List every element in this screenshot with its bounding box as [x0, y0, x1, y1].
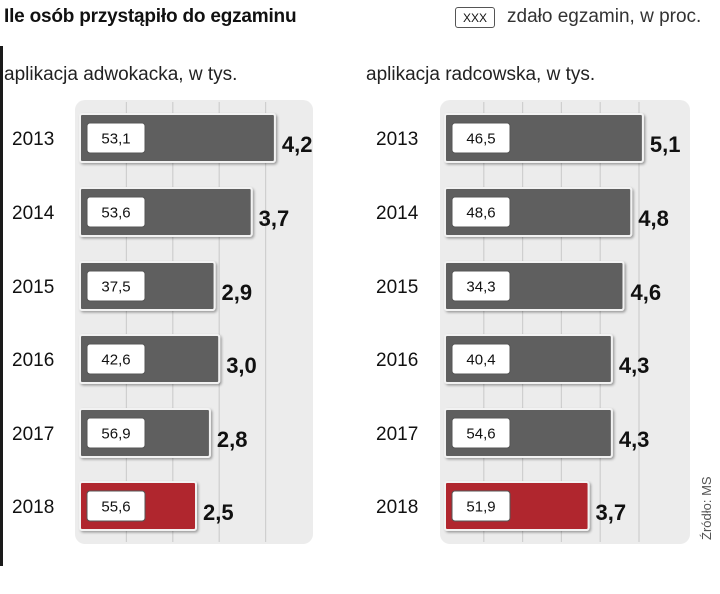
- outside-value-label: 4,8: [638, 206, 669, 231]
- inside-label-box: [86, 196, 146, 228]
- outside-value-label: 4,3: [619, 353, 650, 378]
- inside-value-label: 34,3: [466, 279, 495, 296]
- inside-label-box: [451, 122, 511, 154]
- inside-value-label: 37,5: [101, 279, 130, 296]
- left-rule: [0, 46, 3, 566]
- year-label: 2016: [12, 350, 54, 371]
- outside-value-label: 3,7: [259, 206, 290, 231]
- inside-label-box: [451, 196, 511, 228]
- inside-value-label: 46,5: [466, 131, 495, 148]
- inside-value-label: 42,6: [101, 352, 130, 369]
- year-label: 2018: [376, 497, 418, 518]
- outside-value-label: 4,3: [619, 427, 650, 452]
- outside-value-label: 4,2: [282, 132, 313, 157]
- inside-value-label: 51,9: [466, 499, 495, 516]
- plot-background: [440, 100, 690, 544]
- inside-value-label: 53,6: [101, 205, 130, 222]
- year-label: 2016: [376, 350, 418, 371]
- chart-subtitle: aplikacja adwokacka, w tys.: [4, 64, 237, 85]
- inside-label-box: [86, 122, 146, 154]
- outside-value-label: 3,0: [226, 353, 257, 378]
- inside-label-box: [451, 490, 511, 522]
- legend-swatch: XXX: [455, 7, 495, 28]
- inside-label-box: [86, 490, 146, 522]
- inside-label-box: [86, 270, 146, 302]
- year-label: 2017: [376, 424, 418, 445]
- chart-subtitle: aplikacja radcowska, w tys.: [366, 64, 595, 85]
- inside-label-box: [451, 417, 511, 449]
- inside-label-box: [451, 343, 511, 375]
- inside-value-label: 54,6: [466, 426, 495, 443]
- outside-value-label: 2,5: [203, 500, 234, 525]
- year-label: 2018: [12, 497, 54, 518]
- chart-panel-1: aplikacja adwokacka, w tys. 2013 53,1 4,2 20…: [4, 64, 313, 544]
- year-label: 2014: [376, 203, 419, 224]
- chart-title: Ile osób przystąpiło do egzaminu: [4, 6, 297, 27]
- year-label: 2015: [12, 277, 54, 298]
- year-label: 2013: [12, 129, 54, 150]
- outside-value-label: 4,6: [630, 280, 661, 305]
- legend-label: zdało egzamin, w proc.: [507, 6, 702, 27]
- inside-label-box: [86, 417, 146, 449]
- plot-background: [75, 100, 313, 544]
- inside-label-box: [451, 270, 511, 302]
- outside-value-label: 2,8: [217, 427, 248, 452]
- inside-value-label: 48,6: [466, 205, 495, 222]
- year-label: 2015: [376, 277, 418, 298]
- source-note: Źródło: MS: [699, 476, 714, 540]
- year-label: 2014: [12, 203, 55, 224]
- inside-value-label: 53,1: [101, 131, 130, 148]
- inside-value-label: 40,4: [466, 352, 495, 369]
- outside-value-label: 5,1: [650, 132, 681, 157]
- outside-value-label: 3,7: [596, 500, 627, 525]
- outside-value-label: 2,9: [222, 280, 253, 305]
- year-label: 2017: [12, 424, 54, 445]
- inside-value-label: 55,6: [101, 499, 130, 516]
- inside-value-label: 56,9: [101, 426, 130, 443]
- year-label: 2013: [376, 129, 418, 150]
- inside-label-box: [86, 343, 146, 375]
- chart-panel-2: aplikacja radcowska, w tys. 2013 46,5 5,1 20…: [366, 64, 690, 544]
